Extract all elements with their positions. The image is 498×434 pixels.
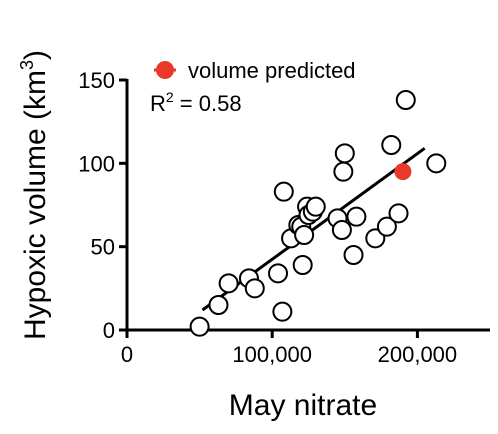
r2-superscript: 2: [166, 89, 174, 105]
x-tick-label: 0: [121, 342, 133, 367]
y-tick-label: 50: [91, 235, 115, 260]
y-axis-title-superscript: 3: [17, 60, 37, 70]
data-point: [333, 161, 354, 182]
data-point: [305, 196, 326, 217]
data-point: [272, 301, 293, 322]
x-tick-label: 200,000: [378, 342, 458, 367]
data-point: [395, 90, 416, 110]
y-tick-label: 100: [78, 151, 115, 176]
y-tick-label: 150: [78, 68, 115, 93]
y-tick-label: 0: [103, 318, 115, 343]
predicted-point: [394, 163, 412, 181]
x-axis-title: May nitrate: [229, 389, 377, 422]
axes: [125, 79, 490, 332]
y-axis-title-suffix: ): [19, 50, 52, 60]
r2-value: = 0.58: [174, 91, 242, 116]
legend: volume predicted: [154, 58, 356, 83]
data-point: [294, 225, 315, 245]
data-point: [334, 143, 355, 164]
data-point: [343, 245, 364, 265]
data-point: [381, 135, 402, 155]
data-point: [376, 216, 397, 237]
tick-labels: 0 50 100 150 0 100,000 200,000: [78, 68, 457, 367]
r2-text: R2 = 0.58: [150, 89, 242, 116]
data-point: [346, 206, 367, 227]
data-point: [244, 278, 265, 299]
data-point: [292, 255, 313, 275]
data-point: [388, 203, 409, 224]
r-squared-annotation: R2 = 0.58: [150, 89, 242, 116]
data-point: [273, 181, 294, 202]
data-point: [218, 273, 239, 294]
r2-prefix: R: [150, 91, 166, 116]
data-point: [268, 263, 289, 284]
y-axis-title: Hypoxic volume (km3): [17, 50, 52, 340]
x-tick-label: 100,000: [232, 342, 312, 367]
y-axis-title-main: Hypoxic volume (km: [19, 70, 52, 340]
data-points: [189, 90, 447, 337]
legend-label-predicted: volume predicted: [188, 58, 356, 83]
data-point: [208, 295, 229, 315]
data-point: [331, 220, 352, 240]
tick-marks: [119, 78, 419, 338]
regression-fit-line: [201, 147, 426, 312]
data-point: [365, 228, 386, 249]
data-point: [189, 316, 210, 337]
legend-marker-predicted: [156, 61, 174, 79]
data-point: [426, 153, 447, 174]
